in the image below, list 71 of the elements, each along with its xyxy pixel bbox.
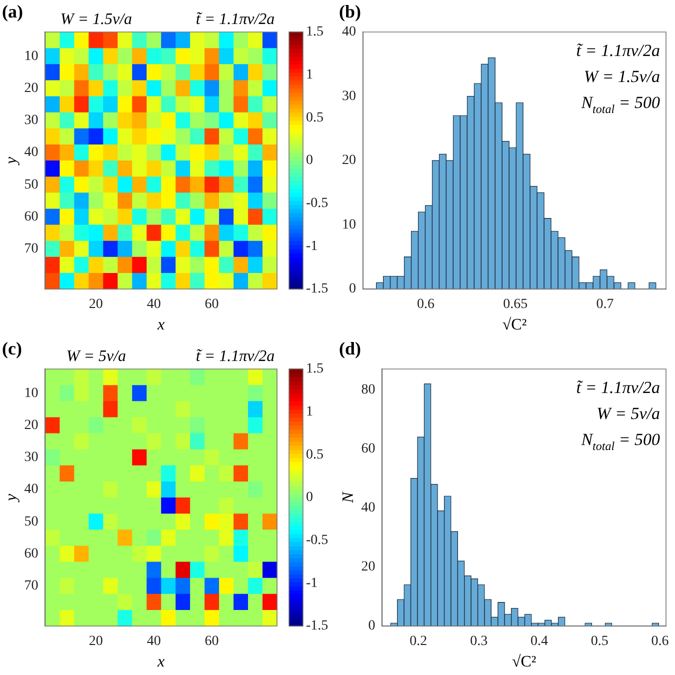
chart-title: (a) — [2, 2, 23, 22]
x-tick-label: 0.6 — [651, 634, 669, 650]
color-bar-label: -1 — [306, 238, 318, 254]
x-tick-label: 0.6 — [417, 297, 434, 312]
y-tick-label: 70 — [24, 578, 38, 594]
color-bar-label: 1 — [306, 68, 313, 83]
y-tick-label: 20 — [24, 418, 38, 433]
y-axis-title: y — [2, 156, 20, 166]
annotation: t̃ = 1.1πv/2a — [576, 41, 660, 60]
y-tick-label: 60 — [361, 441, 376, 456]
y-tick-label: 10 — [342, 217, 356, 232]
chart-title: (b) — [339, 2, 362, 22]
annotation: W = 1.5v/a — [584, 67, 660, 86]
x-tick-label: 40 — [146, 297, 161, 312]
y-tick-label: 40 — [342, 24, 356, 40]
color-bar-label: -1 — [306, 576, 318, 591]
x-axis-title: √C² — [512, 654, 536, 671]
color-bar-label: 1.5 — [306, 24, 324, 40]
text: W = 1.5v/a — [60, 11, 132, 28]
color-bar-label: -1.5 — [306, 618, 328, 634]
annotation: t̃ = 1.1πv/2a — [576, 378, 660, 397]
x-tick-label: 0.7 — [596, 297, 614, 312]
x-tick-label: 20 — [88, 297, 103, 312]
y-tick-label: 60 — [24, 209, 38, 224]
y-tick-label: 70 — [24, 242, 38, 257]
x-tick-label: 60 — [204, 297, 219, 312]
x-tick-label: 60 — [204, 634, 219, 650]
y-tick-label: 60 — [24, 546, 38, 562]
x-tick-label: 0.5 — [590, 634, 608, 650]
y-tick-label: 30 — [342, 88, 356, 104]
x-tick-label: 0.4 — [530, 634, 548, 650]
chart-title: (c) — [2, 338, 22, 359]
text: t̃ = 1.1πv/2a — [196, 348, 275, 365]
y-tick-label: 10 — [24, 48, 38, 64]
x-tick-label: 0.3 — [470, 634, 488, 650]
x-tick-label: 0.2 — [410, 634, 428, 650]
y-tick-label: 50 — [24, 514, 38, 530]
y-tick-label: 50 — [24, 177, 38, 192]
x-tick-label: 40 — [146, 634, 161, 650]
color-bar-label: 0.5 — [306, 447, 324, 462]
y-tick-label: 10 — [24, 386, 38, 401]
y-tick-label: 20 — [24, 80, 38, 96]
color-bar-label: -0.5 — [306, 533, 328, 548]
y-tick-label: 30 — [24, 113, 38, 128]
y-tick-label: 40 — [24, 145, 38, 160]
x-tick-label: 20 — [88, 634, 103, 650]
y-axis-title: y — [2, 493, 20, 504]
color-bar-label: 1.5 — [306, 362, 324, 377]
color-bar-label: 0 — [306, 153, 313, 168]
annotation: W = 5v/a — [596, 404, 660, 423]
y-axis-title: N — [340, 490, 357, 504]
x-axis-title: √C² — [502, 316, 527, 334]
text: t̃ = 1.1πv/2a — [196, 11, 275, 28]
y-tick-label: 0 — [349, 282, 356, 297]
x-tick-label: 0.65 — [503, 297, 528, 312]
color-bar-label: -0.5 — [306, 196, 328, 212]
y-tick-label: 0 — [368, 618, 376, 634]
y-tick-label: 20 — [361, 560, 376, 575]
color-bar-label: 0.5 — [306, 110, 324, 126]
x-axis-title: x — [156, 316, 165, 334]
color-bar-label: 1 — [306, 404, 313, 420]
y-tick-label: 20 — [342, 153, 356, 168]
y-tick-label: 40 — [361, 500, 376, 516]
text: W = 5v/a — [66, 348, 126, 365]
y-tick-label: 30 — [24, 450, 38, 466]
color-bar-label: 0 — [306, 490, 313, 506]
y-tick-label: 80 — [361, 382, 376, 398]
chart-title: (d) — [339, 338, 362, 359]
x-axis-title: x — [156, 654, 165, 671]
color-bar-label: -1.5 — [306, 282, 328, 297]
y-tick-label: 40 — [24, 482, 38, 498]
